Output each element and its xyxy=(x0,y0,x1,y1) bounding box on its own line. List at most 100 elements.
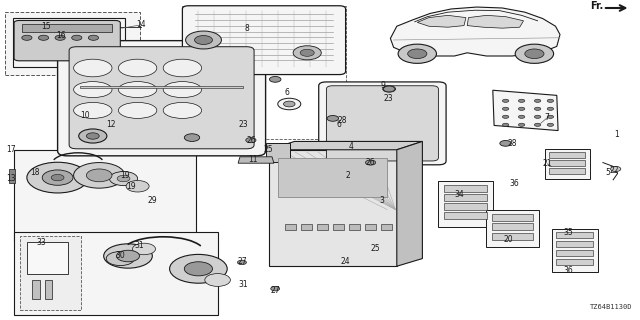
Circle shape xyxy=(74,163,125,188)
Circle shape xyxy=(534,99,541,102)
Bar xyxy=(492,214,533,221)
Text: 31: 31 xyxy=(134,241,145,250)
Bar xyxy=(5,12,140,75)
Ellipse shape xyxy=(118,102,157,118)
FancyBboxPatch shape xyxy=(326,86,438,161)
Text: 25: 25 xyxy=(370,244,380,253)
Circle shape xyxy=(51,174,64,181)
Ellipse shape xyxy=(163,82,202,98)
Ellipse shape xyxy=(118,82,157,98)
Bar xyxy=(444,194,487,201)
Polygon shape xyxy=(467,15,524,28)
FancyBboxPatch shape xyxy=(182,6,346,75)
Circle shape xyxy=(22,35,32,40)
Text: 24: 24 xyxy=(340,257,351,266)
Ellipse shape xyxy=(163,59,202,77)
Text: 22: 22 xyxy=(610,166,619,175)
Polygon shape xyxy=(390,7,560,56)
Text: 23: 23 xyxy=(238,120,248,129)
Polygon shape xyxy=(269,141,422,150)
Circle shape xyxy=(518,123,525,126)
Circle shape xyxy=(116,250,140,262)
Text: 13: 13 xyxy=(6,174,16,183)
Circle shape xyxy=(109,172,138,186)
Bar xyxy=(20,236,81,310)
Ellipse shape xyxy=(74,59,112,77)
Text: 36: 36 xyxy=(563,266,573,275)
Bar xyxy=(438,181,493,227)
Text: 30: 30 xyxy=(115,251,125,260)
Circle shape xyxy=(237,260,246,265)
Bar xyxy=(349,224,360,230)
Bar xyxy=(444,203,487,210)
Text: 17: 17 xyxy=(6,145,16,154)
Bar xyxy=(365,224,376,230)
Circle shape xyxy=(502,107,509,110)
Circle shape xyxy=(55,35,65,40)
Bar xyxy=(486,210,539,247)
Circle shape xyxy=(106,252,134,266)
Text: 15: 15 xyxy=(41,22,51,31)
Circle shape xyxy=(126,180,149,192)
Text: 27: 27 xyxy=(270,286,280,295)
Circle shape xyxy=(534,107,541,110)
Text: 19: 19 xyxy=(126,182,136,191)
Text: 25: 25 xyxy=(264,145,274,154)
Bar xyxy=(381,224,392,230)
Circle shape xyxy=(300,49,314,56)
Circle shape xyxy=(398,44,436,63)
Circle shape xyxy=(195,36,212,44)
Bar xyxy=(444,212,487,219)
Ellipse shape xyxy=(74,82,112,98)
Circle shape xyxy=(86,133,99,139)
Text: 26: 26 xyxy=(365,158,376,167)
Text: Fr.: Fr. xyxy=(589,1,603,11)
Circle shape xyxy=(42,170,73,185)
Circle shape xyxy=(117,175,130,182)
Circle shape xyxy=(38,35,49,40)
Bar xyxy=(552,229,598,272)
Bar xyxy=(9,169,15,183)
Circle shape xyxy=(278,98,301,110)
Bar xyxy=(333,224,344,230)
Circle shape xyxy=(547,123,554,126)
FancyBboxPatch shape xyxy=(319,82,446,165)
Bar xyxy=(182,6,346,139)
FancyBboxPatch shape xyxy=(14,20,120,61)
Text: TZ64B1130D: TZ64B1130D xyxy=(590,304,632,310)
Text: 3: 3 xyxy=(380,196,385,205)
Text: 6: 6 xyxy=(337,120,342,129)
Text: 5: 5 xyxy=(605,168,611,177)
Circle shape xyxy=(284,101,295,107)
Circle shape xyxy=(88,35,99,40)
Circle shape xyxy=(500,140,511,146)
Text: 26: 26 xyxy=(246,136,256,145)
Circle shape xyxy=(184,262,212,276)
Circle shape xyxy=(383,86,396,92)
FancyBboxPatch shape xyxy=(69,47,254,149)
Circle shape xyxy=(502,115,509,118)
Circle shape xyxy=(104,244,152,268)
Circle shape xyxy=(534,123,541,126)
Text: 18: 18 xyxy=(31,168,40,177)
Polygon shape xyxy=(269,150,397,266)
Circle shape xyxy=(27,162,88,193)
Bar xyxy=(549,160,585,166)
Circle shape xyxy=(327,116,339,121)
Text: 6: 6 xyxy=(284,88,289,97)
Bar xyxy=(27,242,68,274)
Circle shape xyxy=(518,115,525,118)
Bar xyxy=(32,280,40,299)
Bar xyxy=(13,18,125,67)
Circle shape xyxy=(186,31,221,49)
Text: 8: 8 xyxy=(244,24,249,33)
Circle shape xyxy=(518,107,525,110)
Bar xyxy=(444,185,487,192)
Circle shape xyxy=(269,76,281,82)
Circle shape xyxy=(383,86,395,92)
Circle shape xyxy=(518,99,525,102)
Circle shape xyxy=(611,166,621,172)
Polygon shape xyxy=(493,90,558,131)
Text: 11: 11 xyxy=(248,155,257,164)
Circle shape xyxy=(184,134,200,141)
